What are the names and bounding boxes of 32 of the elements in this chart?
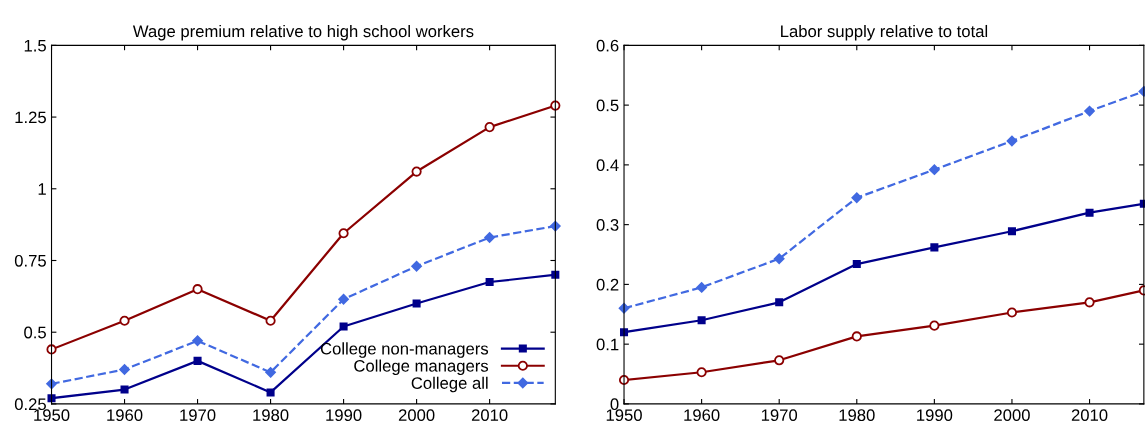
legend-label: College all (411, 376, 488, 393)
y-tick-label: 0.6 (596, 39, 619, 52)
x-tick-label: 1960 (107, 409, 143, 422)
x-tick-label: 2000 (994, 409, 1030, 422)
chart-title: Wage premium relative to high school workers (132, 24, 474, 41)
y-tick-label: 0.25 (14, 398, 46, 411)
y-tick-label: 0.3 (596, 219, 619, 231)
chart-title: Labor supply relative to total (781, 24, 988, 41)
legend-label: College non-managers (320, 342, 489, 358)
y-tick-label: 0.1 (596, 338, 619, 351)
y-tick-label: 0.5 (596, 99, 619, 112)
x-tick-label: 1950 (34, 409, 70, 422)
x-tick-label: 1950 (606, 409, 642, 422)
x-tick-label: 2010 (471, 409, 508, 422)
y-tick-label: 1.5 (24, 39, 46, 52)
y-tick-label: 0.4 (596, 159, 619, 172)
x-tick-label: 2010 (1071, 409, 1108, 422)
x-tick-label: 2000 (398, 409, 435, 422)
y-tick-label: 0.2 (596, 278, 619, 291)
y-tick-label: 1.25 (15, 111, 46, 124)
x-tick-label: 1980 (839, 409, 875, 422)
x-tick-label: 1990 (326, 409, 362, 422)
y-tick-label: 0.5 (24, 326, 46, 339)
x-tick-label: 1970 (180, 409, 216, 422)
x-tick-label: 1960 (684, 409, 720, 422)
x-tick-label: 1990 (917, 409, 953, 422)
y-tick-label: 1 (38, 183, 46, 195)
x-tick-label: 1970 (761, 409, 798, 422)
y-tick-label: 0 (610, 398, 619, 411)
legend-label: College managers (354, 359, 489, 376)
y-tick-label: 0.75 (14, 254, 46, 267)
x-tick-label: 1980 (253, 409, 289, 422)
